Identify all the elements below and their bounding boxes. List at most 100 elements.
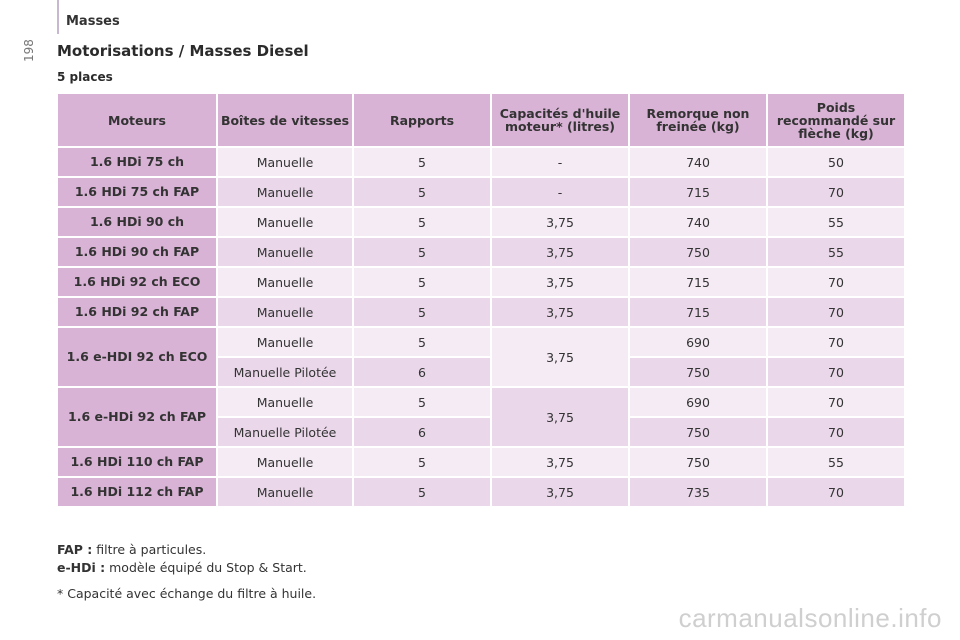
nose-weight-cell: 70 — [766, 296, 906, 328]
ratios-cell: 5 — [352, 386, 492, 418]
table-row: 1.6 HDi 110 ch FAP Manuelle 5 3,75 750 5… — [56, 446, 906, 478]
gearbox-cell: Manuelle — [216, 176, 354, 208]
trailer-cell: 750 — [628, 356, 768, 388]
table-row: Manuelle Pilotée 6 750 70 — [57, 356, 906, 388]
nose-weight-cell: 70 — [766, 476, 906, 508]
engine-cell: 1.6 HDi 110 ch FAP — [56, 446, 218, 478]
oil-cell: 3,75 — [490, 266, 630, 298]
nose-weight-cell: 70 — [766, 386, 906, 418]
table-row: 1.6 HDi 90 ch FAP Manuelle 5 3,75 750 55 — [56, 236, 906, 268]
trailer-cell: 750 — [628, 236, 768, 268]
trailer-cell: 735 — [628, 476, 768, 508]
gearbox-cell: Manuelle — [216, 446, 354, 478]
trailer-cell: 690 — [628, 386, 768, 418]
engine-cell: 1.6 HDi 92 ch ECO — [56, 266, 218, 298]
footnotes: FAP : filtre à particules. e-HDi : modèl… — [57, 541, 316, 603]
engine-cell: 1.6 HDi 75 ch — [56, 146, 218, 178]
nose-weight-cell: 70 — [766, 266, 906, 298]
gearbox-cell: Manuelle — [216, 296, 354, 328]
gearbox-cell: Manuelle — [216, 476, 354, 508]
gearbox-cell: Manuelle — [216, 326, 354, 358]
table-row: 1.6 e-HDI 92 ch ECO Manuelle 5 3,75 690 … — [56, 326, 906, 388]
engine-cell: 1.6 HDi 75 ch FAP — [56, 176, 218, 208]
trailer-cell: 740 — [628, 206, 768, 238]
note-term: FAP : — [57, 542, 93, 557]
trailer-cell: 715 — [628, 266, 768, 298]
gearbox-cell: Manuelle — [216, 206, 354, 238]
trailer-cell: 740 — [628, 146, 768, 178]
oil-cell: - — [490, 146, 630, 178]
nose-weight-cell: 70 — [766, 176, 906, 208]
oil-cell: 3,75 — [490, 386, 630, 448]
ratios-cell: 5 — [352, 146, 492, 178]
engine-cell: 1.6 HDi 90 ch — [56, 206, 218, 238]
ratios-cell: 5 — [352, 266, 492, 298]
gearbox-cell: Manuelle Pilotée — [216, 356, 354, 388]
ratios-cell: 5 — [352, 326, 492, 358]
nose-weight-cell: 55 — [766, 206, 906, 238]
trailer-cell: 690 — [628, 326, 768, 358]
gearbox-cell: Manuelle — [216, 236, 354, 268]
table-row: Manuelle Pilotée 6 750 70 — [57, 416, 906, 448]
gearbox-cell: Manuelle — [216, 266, 354, 298]
nose-weight-cell: 50 — [766, 146, 906, 178]
engine-cell: 1.6 e-HDI 92 ch ECO — [56, 326, 218, 388]
note-fap: FAP : filtre à particules. — [57, 541, 316, 559]
ratios-cell: 5 — [352, 206, 492, 238]
engine-cell: 1.6 HDi 112 ch FAP — [56, 476, 218, 508]
table-row: 1.6 e-HDi 92 ch FAP Manuelle 5 3,75 690 … — [56, 386, 906, 448]
oil-cell: 3,75 — [490, 446, 630, 478]
nose-weight-cell: 70 — [766, 356, 906, 388]
oil-cell: 3,75 — [490, 236, 630, 268]
gearbox-cell: Manuelle Pilotée — [216, 416, 354, 448]
watermark: carmanualsonline.info — [678, 603, 942, 633]
nose-weight-cell: 70 — [766, 416, 906, 448]
oil-cell: 3,75 — [490, 476, 630, 508]
column-header: Boîtes de vitesses — [216, 92, 354, 148]
note-oil-capacity: * Capacité avec échange du filtre à huil… — [57, 586, 317, 601]
trailer-cell: 715 — [628, 296, 768, 328]
table-header-row: Moteurs Boîtes de vitesses Rapports Capa… — [56, 92, 906, 148]
trailer-cell: 750 — [628, 446, 768, 478]
note-text: modèle équipé du Stop & Start. — [105, 560, 307, 575]
ratios-cell: 6 — [352, 356, 492, 388]
engine-cell: 1.6 HDi 92 ch FAP — [56, 296, 218, 328]
table-row: 1.6 HDi 112 ch FAP Manuelle 5 3,75 735 7… — [56, 476, 906, 508]
column-header: Poids recommandé sur flèche (kg) — [766, 92, 906, 148]
section-marker-bar — [57, 0, 59, 34]
table-row: 1.6 HDi 75 ch Manuelle 5 - 740 50 — [56, 146, 906, 178]
table-row: 1.6 HDi 75 ch FAP Manuelle 5 - 715 70 — [56, 176, 906, 208]
trailer-cell: 750 — [628, 416, 768, 448]
column-header: Remorque non freinée (kg) — [628, 92, 768, 148]
oil-cell: - — [490, 176, 630, 208]
table-row: 1.6 HDi 92 ch ECO Manuelle 5 3,75 715 70 — [56, 266, 906, 298]
oil-cell: 3,75 — [490, 326, 630, 388]
ratios-cell: 5 — [352, 236, 492, 268]
note-ehdi: e-HDi : modèle équipé du Stop & Start. — [57, 559, 316, 577]
page-title: Motorisations / Masses Diesel — [57, 42, 309, 60]
page-number: 198 — [22, 39, 36, 62]
column-header: Moteurs — [56, 92, 218, 148]
ratios-cell: 5 — [352, 296, 492, 328]
ratios-cell: 6 — [352, 416, 492, 448]
ratios-cell: 5 — [352, 476, 492, 508]
nose-weight-cell: 55 — [766, 236, 906, 268]
engine-cell: 1.6 HDi 90 ch FAP — [56, 236, 218, 268]
table-row: 1.6 HDi 90 ch Manuelle 5 3,75 740 55 — [56, 206, 906, 238]
ratios-cell: 5 — [352, 446, 492, 478]
gearbox-cell: Manuelle — [216, 146, 354, 178]
page-subtitle: 5 places — [57, 70, 113, 84]
column-header: Capacités d'huile moteur* (litres) — [490, 92, 630, 148]
gearbox-cell: Manuelle — [216, 386, 354, 418]
table-row: 1.6 HDi 92 ch FAP Manuelle 5 3,75 715 70 — [56, 296, 906, 328]
masses-table: Moteurs Boîtes de vitesses Rapports Capa… — [56, 92, 906, 508]
section-header: Masses — [66, 14, 120, 29]
oil-cell: 3,75 — [490, 206, 630, 238]
note-term: e-HDi : — [57, 560, 106, 575]
engine-cell: 1.6 e-HDi 92 ch FAP — [56, 386, 218, 448]
trailer-cell: 715 — [628, 176, 768, 208]
ratios-cell: 5 — [352, 176, 492, 208]
note-text: filtre à particules. — [92, 542, 207, 557]
oil-cell: 3,75 — [490, 296, 630, 328]
nose-weight-cell: 55 — [766, 446, 906, 478]
